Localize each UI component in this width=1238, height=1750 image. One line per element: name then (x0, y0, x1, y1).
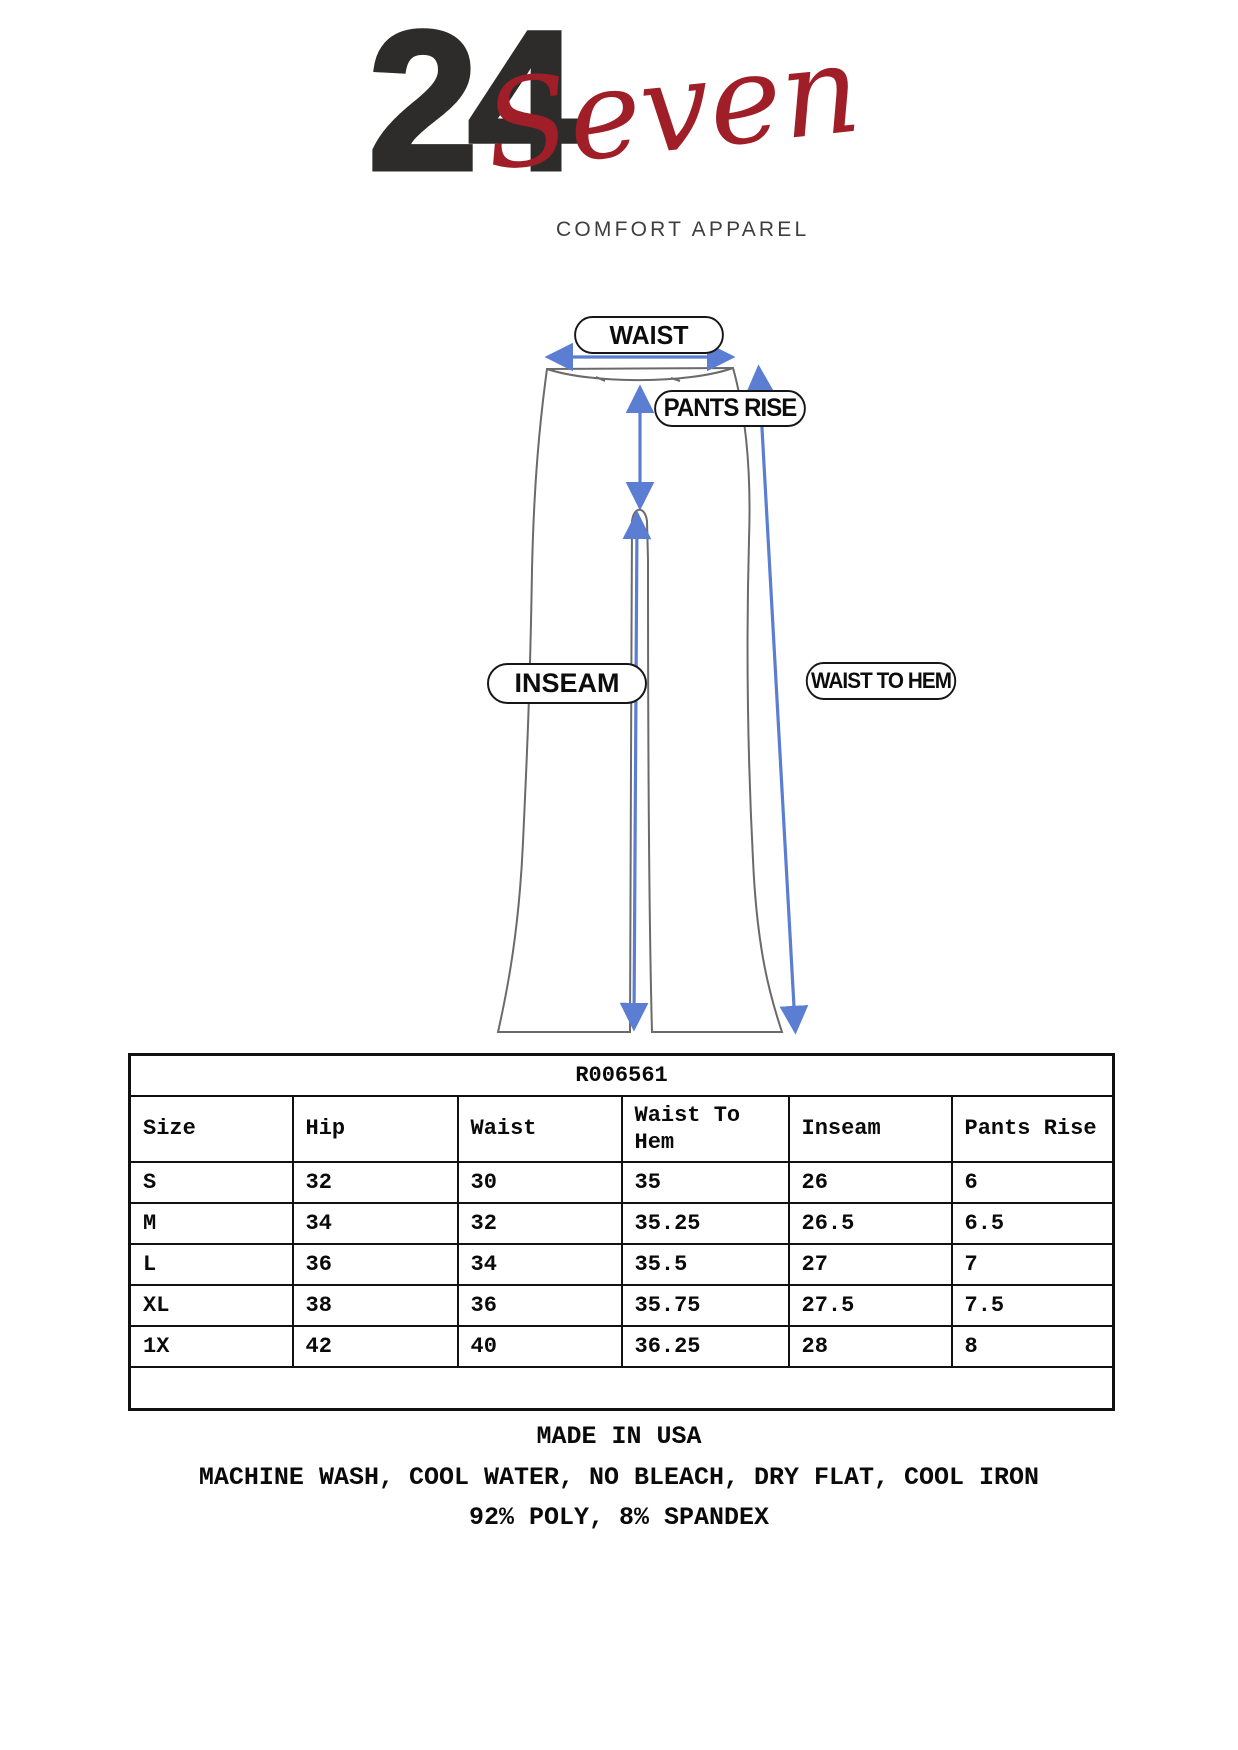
col-header-inseam: Inseam (787, 1095, 953, 1163)
cell-size: 1X (128, 1325, 294, 1368)
care-instructions-text: MACHINE WASH, COOL WATER, NO BLEACH, DRY… (198, 1463, 1040, 1492)
cell-pants-rise: 6.5 (950, 1202, 1115, 1245)
logo-number: 24 (365, 0, 580, 211)
style-number: R006561 (128, 1053, 1115, 1097)
made-in-usa-text: MADE IN USA (536, 1422, 702, 1451)
inseam-arrow (619, 510, 652, 1032)
col-header-size: Size (128, 1095, 294, 1163)
pants-rise-label: PANTS RISE (663, 394, 798, 422)
empty-cell (128, 1366, 1115, 1411)
cell-waist-to-hem: 35 (620, 1161, 790, 1204)
cell-size: M (128, 1202, 294, 1245)
logo-tagline: COMFORT APPAREL (556, 218, 810, 241)
cell-size: S (128, 1161, 294, 1204)
col-header-waist-to-hem: Waist To Hem (620, 1095, 790, 1163)
cell-waist: 36 (456, 1284, 623, 1327)
cell-inseam: 27 (787, 1243, 953, 1286)
cell-hip: 34 (291, 1202, 459, 1245)
waist-to-hem-label: WAIST TO HEM (810, 668, 952, 693)
cell-waist-to-hem: 35.5 (620, 1243, 790, 1286)
inseam-label: INSEAM (514, 668, 620, 698)
inseam-label-pill: INSEAM (487, 663, 647, 704)
cell-waist: 30 (456, 1161, 623, 1204)
cell-hip: 36 (291, 1243, 459, 1286)
pants-diagram (496, 342, 809, 1035)
waist-to-hem-arrow (745, 364, 809, 1035)
table-row-m: M 34 32 35.25 26.5 6.5 (128, 1202, 1115, 1245)
cell-waist: 34 (456, 1243, 623, 1286)
cell-hip: 38 (291, 1284, 459, 1327)
cell-inseam: 26 (787, 1161, 953, 1204)
cell-size: XL (128, 1284, 294, 1327)
cell-inseam: 28 (787, 1325, 953, 1368)
pants-rise-label-pill: PANTS RISE (654, 390, 806, 427)
measurement-arrows (544, 342, 809, 1035)
table-row-1x: 1X 42 40 36.25 28 8 (128, 1325, 1115, 1368)
table-row-s: S 32 30 35 26 6 (128, 1161, 1115, 1204)
cell-waist: 32 (456, 1202, 623, 1245)
header-row: Size Hip Waist Waist To Hem Inseam Pants… (128, 1095, 1115, 1163)
size-chart-table: R006561 Size Hip Waist Waist To Hem Inse… (128, 1053, 1116, 1411)
col-header-waist: Waist (456, 1095, 623, 1163)
cell-hip: 42 (291, 1325, 459, 1368)
style-number-row: R006561 (128, 1053, 1115, 1097)
cell-pants-rise: 7.5 (950, 1284, 1115, 1327)
cell-pants-rise: 7 (950, 1243, 1115, 1286)
cell-waist-to-hem: 35.25 (620, 1202, 790, 1245)
table-row-xl: XL 38 36 35.75 27.5 7.5 (128, 1284, 1115, 1327)
table-row-l: L 36 34 35.5 27 7 (128, 1243, 1115, 1286)
cell-waist-to-hem: 36.25 (620, 1325, 790, 1368)
cell-inseam: 26.5 (787, 1202, 953, 1245)
cell-inseam: 27.5 (787, 1284, 953, 1327)
cell-size: L (128, 1243, 294, 1286)
cell-waist: 40 (456, 1325, 623, 1368)
cell-pants-rise: 6 (950, 1161, 1115, 1204)
waist-label-pill: WAIST (574, 316, 724, 354)
waist-label: WAIST (609, 319, 689, 350)
cell-hip: 32 (291, 1161, 459, 1204)
cell-waist-to-hem: 35.75 (620, 1284, 790, 1327)
col-header-hip: Hip (291, 1095, 459, 1163)
waist-to-hem-label-pill: WAIST TO HEM (805, 662, 957, 700)
cell-pants-rise: 8 (950, 1325, 1115, 1368)
logo-script: Seven (478, 17, 867, 198)
fabric-content-text: 92% POLY, 8% SPANDEX (468, 1503, 770, 1532)
empty-row (128, 1366, 1115, 1411)
col-header-pants-rise: Pants Rise (950, 1095, 1115, 1163)
